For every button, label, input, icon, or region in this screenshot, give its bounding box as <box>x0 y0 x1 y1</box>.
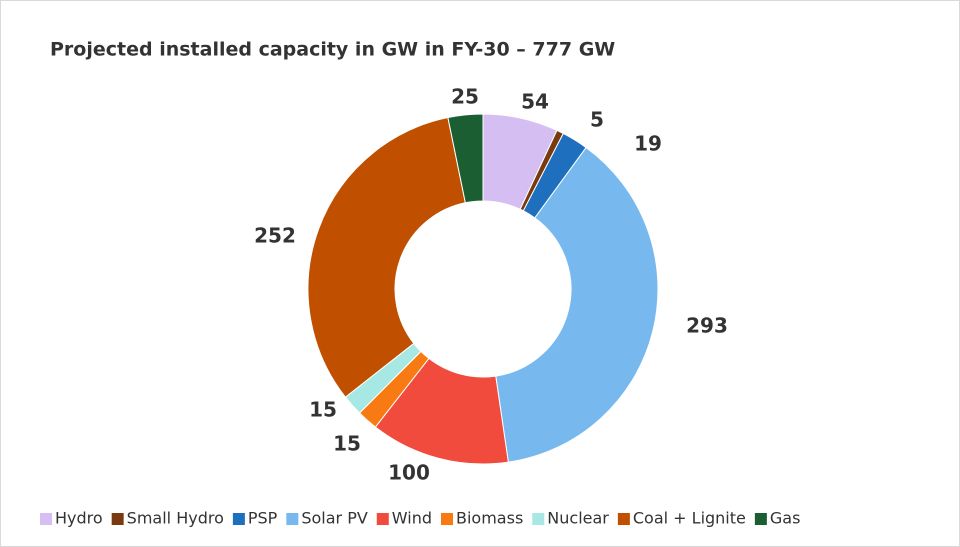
slice <box>495 146 659 463</box>
data-label: 293 <box>686 314 728 338</box>
legend-label: Coal + Lignite <box>633 509 746 528</box>
slices <box>307 113 659 465</box>
legend-swatch <box>286 513 299 525</box>
data-label: 15 <box>333 432 361 456</box>
legend-swatch <box>754 513 767 525</box>
legend-label: Solar PV <box>301 509 368 528</box>
legend-label: Nuclear <box>547 509 609 528</box>
legend-label: PSP <box>248 509 278 528</box>
legend-swatch <box>232 513 245 525</box>
data-label: 15 <box>309 398 337 422</box>
legend-label: Biomass <box>456 509 523 528</box>
legend-label: Wind <box>392 509 432 528</box>
legend-label: Small Hydro <box>127 509 224 528</box>
legend-swatch <box>441 513 453 525</box>
legend-swatch <box>376 513 389 525</box>
data-label: 252 <box>254 224 296 248</box>
legend-label: Gas <box>770 509 801 528</box>
slice <box>447 113 484 204</box>
legend-swatch <box>111 513 124 525</box>
chart-title: Projected installed capacity in GW in FY… <box>50 39 615 61</box>
legend-swatch <box>40 513 52 525</box>
data-label: 54 <box>521 90 549 114</box>
slice <box>307 116 466 398</box>
data-label: 100 <box>388 461 430 485</box>
legend-swatch <box>617 513 630 525</box>
legend-swatch <box>532 513 545 525</box>
data-label: 25 <box>451 85 479 109</box>
data-label: 19 <box>634 132 662 156</box>
legend-label: Hydro <box>55 509 103 528</box>
data-labels: 54 5 19 293 100 15 15 252 25 <box>254 85 728 485</box>
legend: Hydro Small Hydro PSP Solar PV Wind Biomass Nu… <box>40 509 800 528</box>
data-label: 5 <box>590 108 604 132</box>
